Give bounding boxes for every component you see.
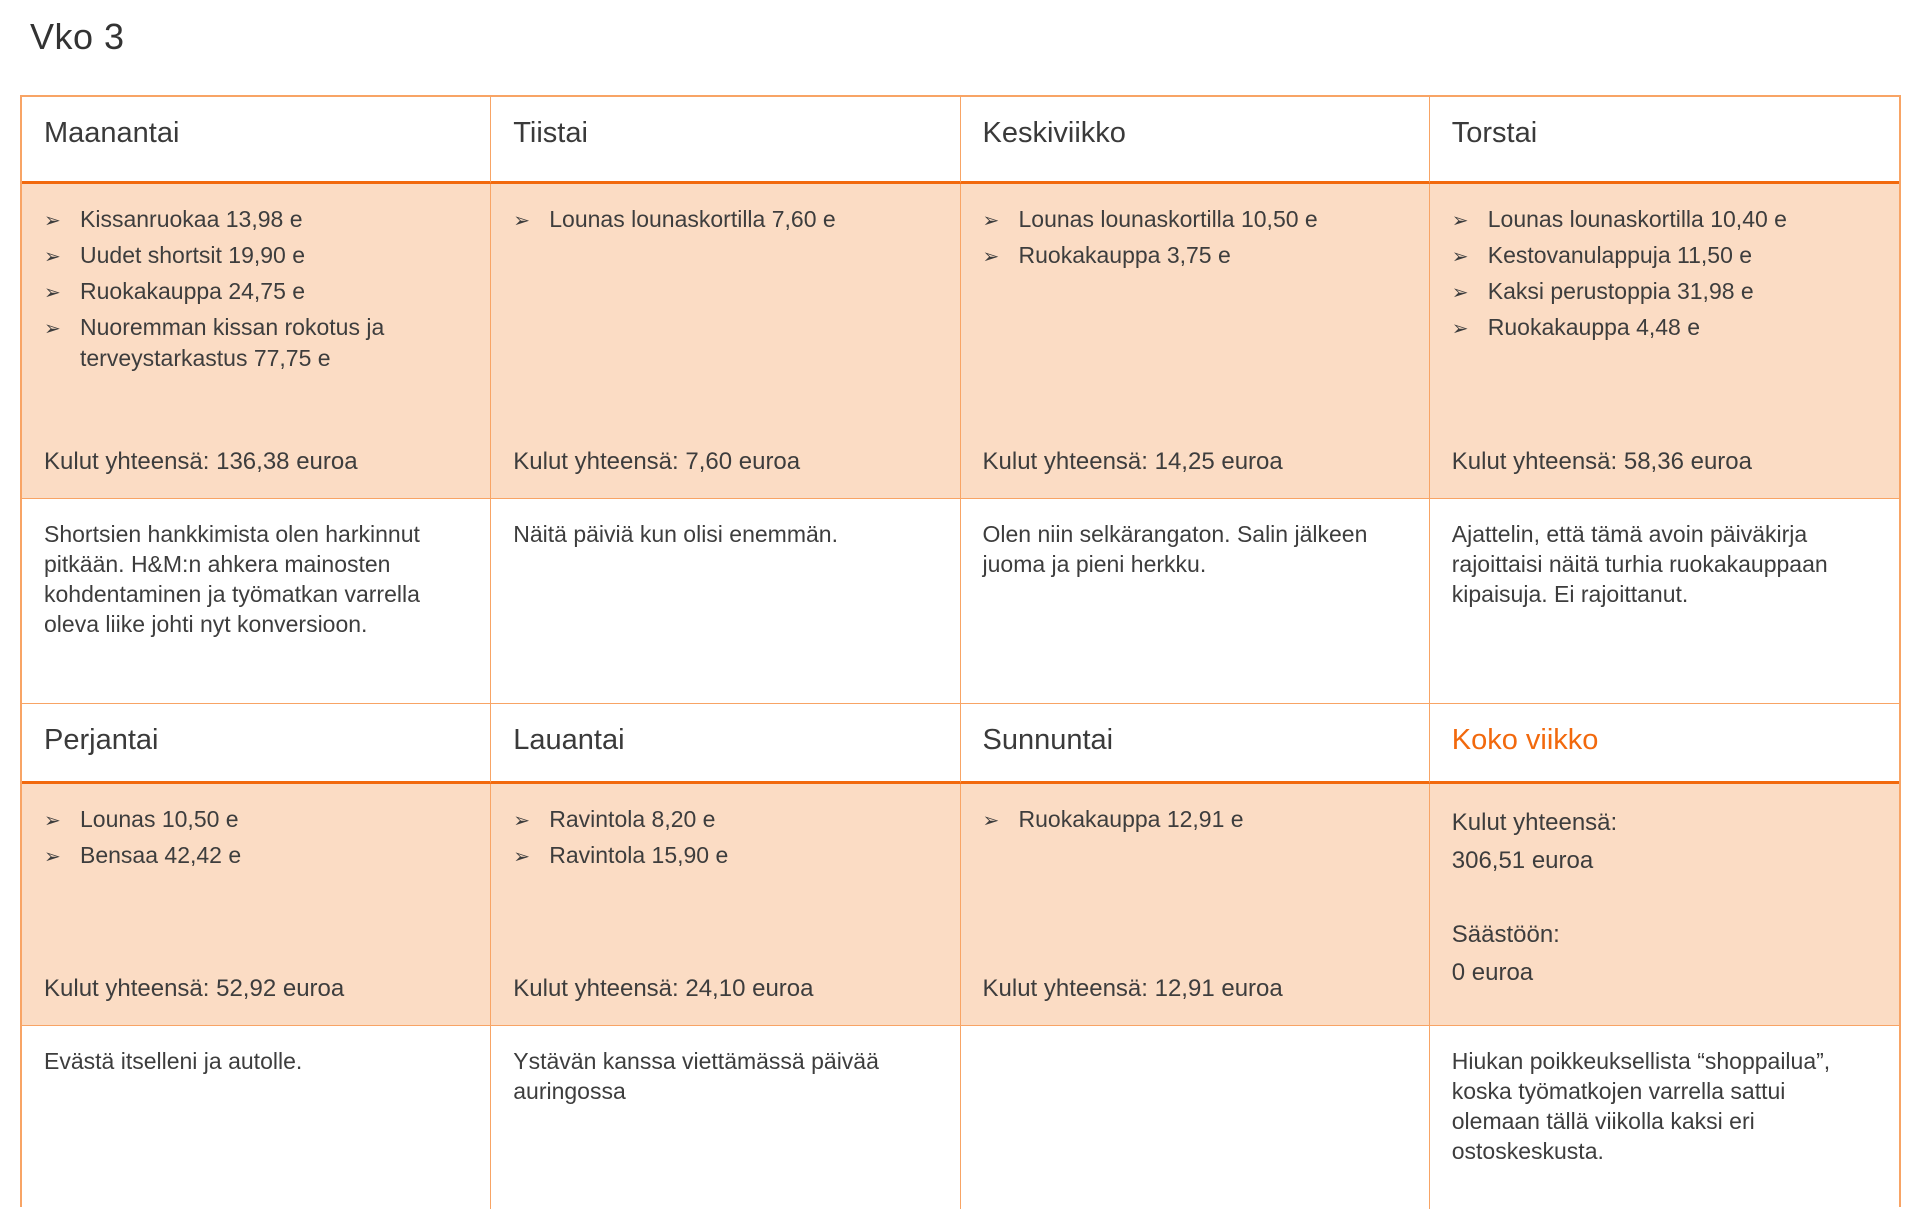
expenses-cell-sunnuntai: ➢ Ruokakauppa 12,91 e Kulut yhteensä: 12,… xyxy=(960,784,1430,1026)
weekly-expense-table: Maanantai Tiistai Keskiviikko Torstai ➢ K… xyxy=(20,95,1901,1209)
comment-cell-torstai: Ajattelin, että tämä avoin päiväkirja ra… xyxy=(1429,499,1899,704)
expense-item: ➢ Kaksi perustoppia 31,98 e xyxy=(1452,276,1875,307)
expenses-cell-keskiviikko: ➢ Lounas lounaskortilla 10,50 e ➢ Ruokakau… xyxy=(960,184,1430,499)
arrow-bullet-icon: ➢ xyxy=(44,244,61,268)
arrow-bullet-icon: ➢ xyxy=(513,208,531,232)
comment-cell-sunnuntai xyxy=(960,1026,1430,1209)
expense-item: ➢ Nuoremman kissan rokotus ja terveystark… xyxy=(44,312,466,374)
arrow-bullet-icon: ➢ xyxy=(44,316,61,340)
expense-item: ➢ Lounas lounaskortilla 10,50 e xyxy=(983,204,1405,235)
arrow-bullet-icon: ➢ xyxy=(44,844,61,868)
expense-item: ➢ Kissanruokaa 13,98 e xyxy=(44,204,466,235)
week-total-label: Kulut yhteensä: xyxy=(1451,809,1618,836)
expense-text: Ruokakauppa 4,48 e xyxy=(1487,314,1701,340)
expense-list: ➢ Lounas lounaskortilla 7,60 e xyxy=(513,204,935,240)
header-cell-perjantai: Perjantai xyxy=(22,704,492,784)
daily-total: Kulut yhteensä: 24,10 euroa xyxy=(513,975,814,1002)
expense-item: ➢ Ravintola 15,90 e xyxy=(513,840,935,871)
expense-text: Lounas lounaskortilla 10,40 e xyxy=(1487,206,1787,232)
expenses-cell-tiistai: ➢ Lounas lounaskortilla 7,60 e Kulut yhte… xyxy=(491,184,961,499)
expense-text: Lounas lounaskortilla 10,50 e xyxy=(1018,206,1318,232)
arrow-bullet-icon: ➢ xyxy=(513,808,531,832)
week-total-value: 306,51 euroa xyxy=(1451,847,1594,874)
header-cell-maanantai: Maanantai xyxy=(22,97,492,184)
arrow-bullet-icon: ➢ xyxy=(44,280,61,304)
expenses-cell-torstai: ➢ Lounas lounaskortilla 10,40 e ➢ Kestovan… xyxy=(1429,184,1899,499)
arrow-bullet-icon: ➢ xyxy=(982,208,1000,232)
expense-list: ➢ Ruokakauppa 12,91 e xyxy=(983,804,1405,840)
expense-list: ➢ Lounas lounaskortilla 10,50 e ➢ Ruokakau… xyxy=(983,204,1405,276)
arrow-bullet-icon: ➢ xyxy=(1451,244,1469,268)
expense-item: ➢ Ruokakauppa 4,48 e xyxy=(1452,312,1875,343)
arrow-bullet-icon: ➢ xyxy=(1451,316,1469,340)
daily-total: Kulut yhteensä: 52,92 euroa xyxy=(44,975,345,1002)
expense-item: ➢ Uudet shortsit 19,90 e xyxy=(44,240,466,271)
comment-cell-maanantai: Shortsien hankkimista olen harkinnut pit… xyxy=(22,499,492,704)
daily-total: Kulut yhteensä: 58,36 euroa xyxy=(1451,448,1752,475)
expense-item: ➢ Bensaa 42,42 e xyxy=(44,840,466,871)
header-cell-torstai: Torstai xyxy=(1429,97,1899,184)
expense-item: ➢ Lounas 10,50 e xyxy=(44,804,466,835)
expense-list: ➢ Lounas 10,50 e ➢ Bensaa 42,42 e xyxy=(44,804,466,876)
expense-text: Bensaa 42,42 e xyxy=(80,842,242,868)
arrow-bullet-icon: ➢ xyxy=(982,808,1000,832)
expense-item: ➢ Ruokakauppa 3,75 e xyxy=(983,240,1405,271)
expense-item: ➢ Ruokakauppa 12,91 e xyxy=(983,804,1405,835)
expense-text: Ravintola 15,90 e xyxy=(549,842,729,868)
savings-value: 0 euroa xyxy=(1451,959,1534,986)
expense-text: Ruokakauppa 12,91 e xyxy=(1018,806,1244,832)
comment-cell-keskiviikko: Olen niin selkärangaton. Salin jälkeen j… xyxy=(960,499,1430,704)
arrow-bullet-icon: ➢ xyxy=(982,244,1000,268)
arrow-bullet-icon: ➢ xyxy=(1451,280,1469,304)
header-cell-koko-viikko: Koko viikko xyxy=(1429,704,1899,784)
arrow-bullet-icon: ➢ xyxy=(44,208,61,232)
expense-text: Ravintola 8,20 e xyxy=(549,806,716,832)
expense-text: Uudet shortsit 19,90 e xyxy=(80,242,306,268)
comment-cell-tiistai: Näitä päiviä kun olisi enemmän. xyxy=(491,499,961,704)
expense-list: ➢ Kissanruokaa 13,98 e ➢ Uudet shortsit 19… xyxy=(44,204,466,379)
expense-text: Kaksi perustoppia 31,98 e xyxy=(1487,278,1754,304)
expense-item: ➢ Kestovanulappuja 11,50 e xyxy=(1452,240,1875,271)
arrow-bullet-icon: ➢ xyxy=(513,844,531,868)
header-cell-tiistai: Tiistai xyxy=(491,97,961,184)
expenses-cell-perjantai: ➢ Lounas 10,50 e ➢ Bensaa 42,42 e Kulut yh… xyxy=(22,784,492,1026)
comment-cell-koko-viikko: Hiukan poikkeuksellista “shoppailua”, ko… xyxy=(1429,1026,1899,1209)
daily-total: Kulut yhteensä: 12,91 euroa xyxy=(982,975,1283,1002)
daily-total: Kulut yhteensä: 14,25 euroa xyxy=(982,448,1283,475)
header-cell-sunnuntai: Sunnuntai xyxy=(960,704,1430,784)
expense-text: Nuoremman kissan rokotus ja terveystarka… xyxy=(80,314,385,371)
arrow-bullet-icon: ➢ xyxy=(1451,208,1469,232)
expense-text: Ruokakauppa 24,75 e xyxy=(80,278,306,304)
expense-text: Kissanruokaa 13,98 e xyxy=(80,206,303,232)
week-summary-cell: Kulut yhteensä: 306,51 euroa Säästöön: 0… xyxy=(1429,784,1899,1026)
expense-list: ➢ Lounas lounaskortilla 10,40 e ➢ Kestovan… xyxy=(1452,204,1875,348)
daily-total: Kulut yhteensä: 136,38 euroa xyxy=(44,448,358,475)
header-cell-lauantai: Lauantai xyxy=(491,704,961,784)
expense-text: Lounas lounaskortilla 7,60 e xyxy=(549,206,836,232)
page-title: Vko 3 xyxy=(30,16,125,57)
savings-label: Säästöön: xyxy=(1451,921,1560,948)
expense-item: ➢ Lounas lounaskortilla 10,40 e xyxy=(1452,204,1875,235)
comment-cell-perjantai: Evästä itselleni ja autolle. xyxy=(22,1026,492,1209)
expense-text: Kestovanulappuja 11,50 e xyxy=(1487,242,1753,268)
expense-text: Ruokakauppa 3,75 e xyxy=(1018,242,1231,268)
expenses-cell-lauantai: ➢ Ravintola 8,20 e ➢ Ravintola 15,90 e Kul… xyxy=(491,784,961,1026)
expense-list: ➢ Ravintola 8,20 e ➢ Ravintola 15,90 e xyxy=(513,804,935,876)
expenses-cell-maanantai: ➢ Kissanruokaa 13,98 e ➢ Uudet shortsit 19… xyxy=(22,184,492,499)
expense-item: ➢ Ruokakauppa 24,75 e xyxy=(44,276,466,307)
expense-item: ➢ Ravintola 8,20 e xyxy=(513,804,935,835)
expense-text: Lounas 10,50 e xyxy=(80,806,239,832)
week-summary-block: Kulut yhteensä: 306,51 euroa Säästöön: 0… xyxy=(1452,804,1875,992)
arrow-bullet-icon: ➢ xyxy=(44,808,61,832)
expense-item: ➢ Lounas lounaskortilla 7,60 e xyxy=(513,204,935,235)
comment-cell-lauantai: Ystävän kanssa viettämässä päivää auring… xyxy=(491,1026,961,1209)
header-cell-keskiviikko: Keskiviikko xyxy=(960,97,1430,184)
daily-total: Kulut yhteensä: 7,60 euroa xyxy=(513,448,801,475)
